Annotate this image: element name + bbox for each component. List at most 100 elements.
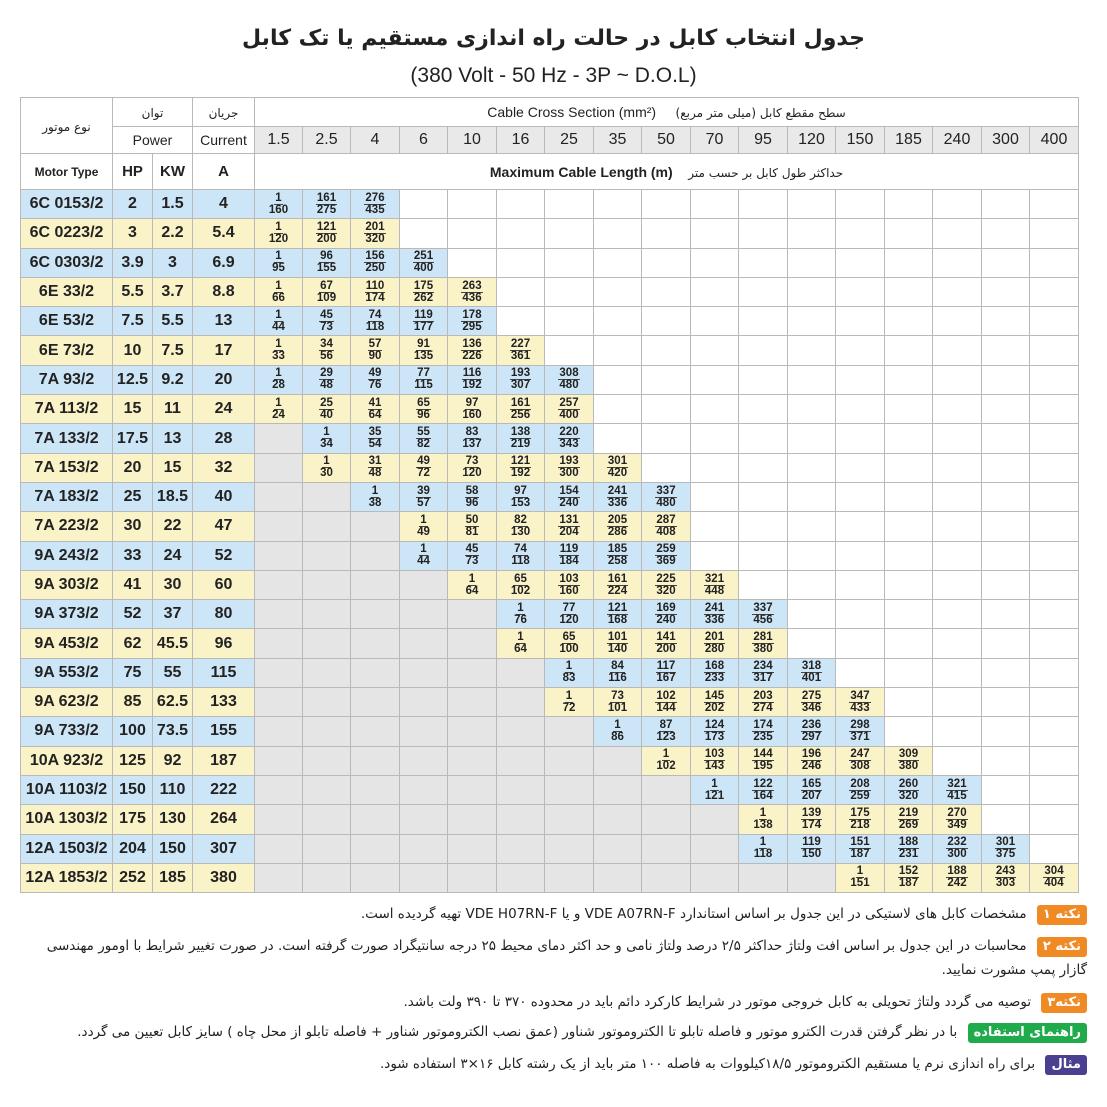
current-cell: 4	[192, 188, 255, 220]
mcl-label-en: Maximum Cable Length (m)	[489, 163, 673, 180]
empty-cell	[738, 540, 788, 571]
empty-cell	[690, 335, 739, 366]
kw-cell: 15	[152, 452, 193, 483]
kw-cell: 22	[152, 511, 193, 542]
cable-length-range-cell: 161 256	[496, 394, 545, 425]
empty-cell	[350, 774, 400, 806]
cable-length-range-cell: 165 207	[787, 774, 836, 806]
empty-cell	[399, 628, 448, 659]
range-max: 66	[272, 291, 285, 304]
empty-cell	[350, 804, 400, 835]
empty-cell	[981, 716, 1030, 747]
range-min: 318	[800, 660, 823, 674]
empty-cell	[254, 628, 303, 659]
empty-cell	[302, 716, 351, 747]
range-max: 300	[947, 848, 967, 861]
cable-length-range-cell: 121 200	[302, 218, 351, 249]
empty-cell	[447, 716, 497, 747]
range-max: 349	[947, 818, 967, 831]
range-min: 259	[655, 543, 677, 557]
kw-cell: 24	[152, 540, 193, 571]
current-cell: 40	[192, 481, 255, 513]
hp-cell: 75	[112, 657, 153, 689]
cable-length-range-cell: 73 101	[593, 687, 642, 718]
cable-length-range-cell: 301 420	[593, 452, 642, 483]
empty-cell	[884, 218, 933, 249]
empty-cell	[350, 833, 400, 864]
cable-length-range-cell: 67 109	[302, 276, 351, 308]
table-row: 7A 113/2 15 11 24 1 24 25 40 41 64 65 96 97 160 161 256…	[20, 394, 1079, 425]
empty-cell	[932, 687, 982, 718]
empty-cell	[496, 833, 545, 864]
range-min: 73	[610, 689, 625, 703]
empty-cell	[641, 188, 691, 220]
empty-cell	[302, 804, 351, 835]
range-min: 232	[946, 836, 968, 850]
empty-cell	[1029, 511, 1079, 542]
cable-size-header: 185	[884, 126, 933, 154]
empty-cell	[690, 540, 739, 571]
range-min: 110	[364, 279, 386, 293]
cable-length-range-cell: 35 54	[350, 423, 400, 454]
range-max: 118	[365, 320, 385, 333]
empty-cell	[1029, 716, 1079, 747]
empty-cell	[593, 423, 642, 454]
empty-cell	[884, 452, 933, 483]
amp-header: A	[192, 153, 255, 190]
range-max: 48	[368, 467, 382, 480]
range-max: 56	[320, 350, 333, 363]
motor-type-cell: 9A 623/2	[20, 687, 113, 718]
empty-cell	[1029, 657, 1079, 689]
cable-selection-table: نوع موتور توان جریان Cable Cross Section…	[20, 97, 1079, 894]
range-min: 1	[274, 191, 283, 205]
empty-cell	[981, 481, 1030, 513]
table-row: 9A 553/2 75 55 115 1 83 84 116 117 167 168 233 234 31…	[20, 657, 1079, 689]
empty-cell	[981, 364, 1030, 396]
empty-cell	[884, 511, 933, 542]
empty-cell	[932, 540, 982, 571]
cable-length-range-cell: 83 137	[447, 423, 497, 454]
range-min: 337	[752, 601, 774, 615]
empty-cell	[254, 657, 303, 689]
range-min: 1	[516, 631, 525, 645]
kw-cell: 7.5	[152, 335, 193, 366]
cable-length-range-cell: 1 33	[254, 335, 303, 366]
cable-size-header: 10	[447, 126, 497, 154]
current-cell: 187	[192, 745, 255, 776]
kw-cell: 18.5	[152, 481, 193, 513]
cable-length-range-cell: 318 401	[787, 657, 836, 689]
range-min: 1	[274, 338, 283, 352]
table-row: 7A 93/2 12.5 9.2 20 1 28 29 48 49 76 77 115 116 192 19…	[20, 364, 1079, 396]
cable-length-range-cell: 117 167	[641, 657, 691, 689]
range-max: 295	[462, 320, 482, 333]
empty-cell	[787, 862, 836, 894]
cable-length-range-cell: 65 102	[496, 569, 545, 601]
empty-cell	[835, 335, 885, 366]
empty-cell	[302, 540, 351, 571]
current-label-fa: جریان	[208, 106, 239, 120]
cable-length-range-cell: 161 275	[302, 188, 351, 220]
range-max: 72	[417, 467, 430, 480]
note-3: نکته۳ توصیه می گردد ولتاژ تحویلی به کابل…	[20, 990, 1087, 1014]
range-min: 1	[710, 777, 719, 791]
empty-cell	[1029, 423, 1079, 454]
empty-cell	[544, 335, 594, 366]
empty-cell	[399, 687, 448, 718]
empty-cell	[932, 628, 982, 659]
empty-cell	[1029, 628, 1079, 659]
empty-cell	[884, 628, 933, 659]
empty-cell	[254, 540, 303, 571]
cable-length-range-cell: 31 48	[350, 452, 400, 483]
range-min: 1	[274, 250, 283, 264]
empty-cell	[884, 657, 933, 689]
empty-cell	[544, 745, 594, 776]
cable-size-header: 70	[690, 126, 739, 154]
range-min: 45	[464, 543, 480, 557]
cable-length-range-cell: 121 192	[496, 452, 545, 483]
cable-length-range-cell: 185 258	[593, 540, 642, 571]
hp-cell: 41	[112, 569, 153, 601]
current-cell: 17	[192, 335, 255, 366]
range-max: 415	[947, 789, 967, 802]
empty-cell	[835, 394, 885, 425]
motor-type-cell: 7A 113/2	[20, 394, 113, 425]
